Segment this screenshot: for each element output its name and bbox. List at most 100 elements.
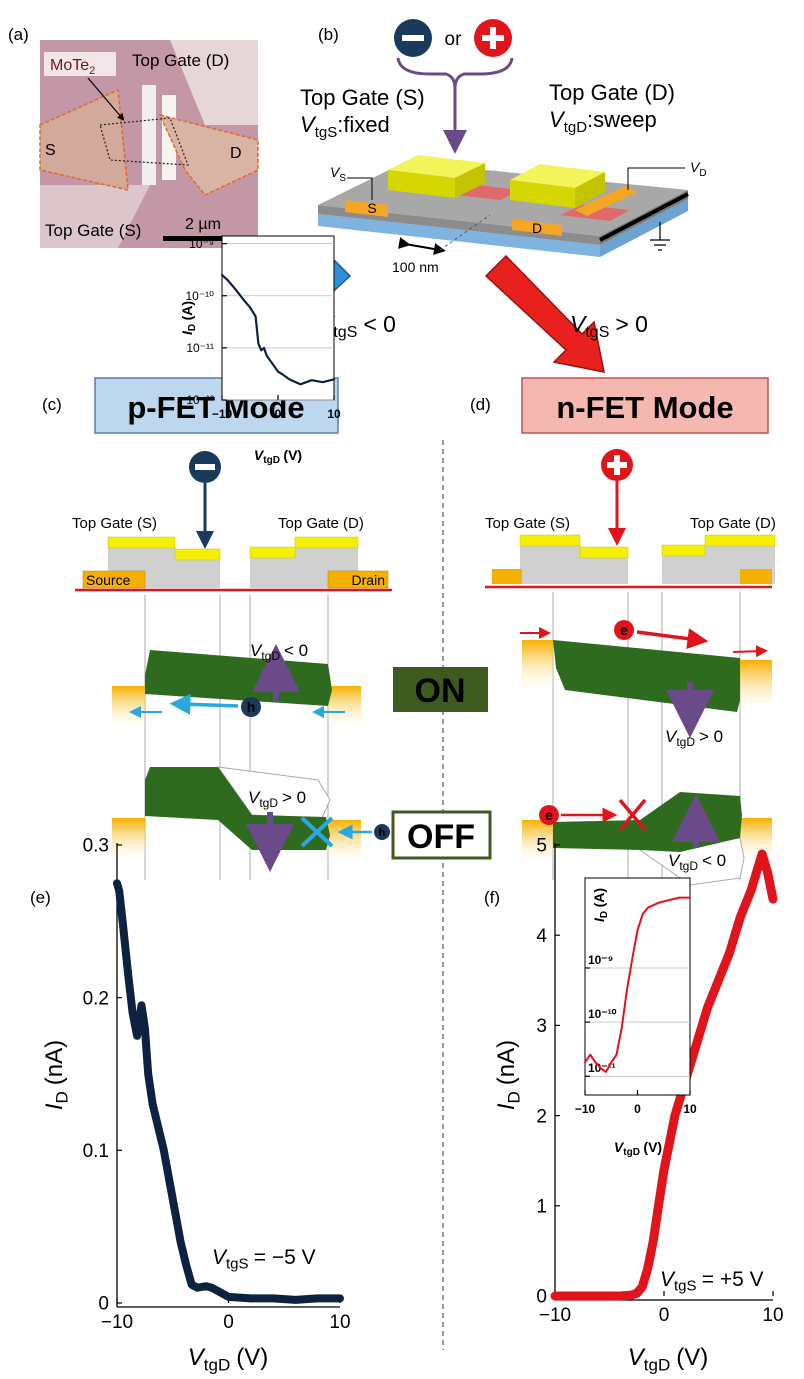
figure-shape: [740, 569, 772, 584]
x-tick-label: 10: [683, 1102, 697, 1116]
panel-label: (d): [470, 395, 491, 414]
figure-shape: [328, 686, 361, 724]
y-axis-label-text: (A): [179, 301, 195, 320]
annotation: VtgS= +5 V: [660, 1268, 764, 1295]
y-axis-label: ID(nA): [41, 1040, 71, 1110]
source-voltage: VS: [330, 164, 346, 184]
text-part: S: [339, 173, 346, 184]
electrode-label: S: [367, 200, 376, 216]
figure-shape: [112, 686, 145, 724]
x-axis-label-subscript: tgD: [204, 1355, 230, 1374]
figure-shape: [486, 256, 604, 372]
electrode-label: Drain: [352, 572, 385, 588]
carrier-label: h: [379, 827, 386, 839]
figure-shape: [402, 35, 424, 41]
figure-shape: [398, 58, 512, 88]
y-tick-label: 0.1: [83, 1141, 109, 1162]
carrier-label: h: [247, 699, 256, 715]
electrode-label: D: [230, 145, 242, 162]
y-axis-label-subscript: D: [187, 324, 198, 331]
panel-label: (c): [42, 395, 62, 414]
text-part: tgD: [676, 735, 695, 749]
mode-title: n-FET Mode: [556, 390, 733, 425]
condition-label: VtgS> 0: [570, 311, 648, 341]
y-axis-label-subscript: D: [52, 1091, 71, 1103]
y-tick-label: 10⁻⁹: [189, 237, 214, 251]
y-tick-label: 10⁻¹⁰: [588, 1007, 617, 1021]
text-part: MoTe: [50, 57, 89, 74]
y-tick-label: 4: [536, 926, 547, 947]
y-axis-label-subscript: D: [599, 911, 610, 918]
y-axis-label: ID(A): [179, 301, 198, 335]
figure-shape: [142, 85, 156, 185]
y-tick-label: 2: [536, 1106, 547, 1127]
text-part: tgD: [679, 859, 698, 873]
text-part: < 0: [702, 851, 726, 870]
text-part: tgS: [585, 324, 609, 341]
x-tick-label: 10: [329, 1312, 350, 1333]
gate-label: Top Gate (D): [549, 80, 675, 105]
figure-shape: [490, 27, 496, 49]
figure-shape: [740, 818, 772, 856]
text-part: > 0: [699, 727, 723, 746]
x-tick-label: −10: [575, 1102, 596, 1116]
annotation-text: = −5 V: [254, 1246, 316, 1269]
panel-label: (f): [484, 888, 500, 907]
x-tick-label: 0: [223, 1312, 234, 1333]
y-axis-label: ID(nA): [493, 1040, 523, 1110]
gate-voltage: VtgS:fixed: [300, 112, 390, 141]
figure-shape: [553, 792, 742, 852]
x-tick-label: 0: [275, 407, 282, 421]
figure-shape: [740, 660, 772, 705]
gate-voltage: VtgD:sweep: [549, 107, 657, 136]
x-tick-label: −10: [212, 407, 233, 421]
figure-shape: [614, 455, 620, 475]
panel-label: (a): [8, 25, 29, 44]
figure-shape: [522, 640, 553, 685]
y-axis-label-text: (nA): [41, 1040, 68, 1085]
text-part: :fixed: [337, 112, 390, 137]
x-tick-label: 0: [659, 1305, 670, 1326]
panel-label: (e): [30, 888, 51, 907]
text-part: tgD: [564, 119, 588, 136]
figure-shape: [733, 651, 762, 652]
electrode-label: S: [45, 142, 56, 159]
state-label: OFF: [407, 818, 475, 856]
x-axis-label-subscript: tgD: [623, 1147, 640, 1158]
y-tick-label: 5: [536, 836, 547, 857]
x-axis-label-text: (V): [236, 1344, 268, 1371]
text-part: tgS: [333, 324, 357, 341]
carrier-label: e: [620, 622, 628, 638]
y-tick-label: 0.2: [83, 988, 109, 1009]
gate-label: Top Gate (S): [300, 85, 425, 110]
text-part: tgD: [261, 649, 280, 663]
bias-label: VtgD< 0: [250, 641, 308, 663]
y-tick-label: 10⁻¹¹: [186, 341, 214, 355]
text-part: > 0: [615, 311, 648, 337]
x-axis-label-subscript: tgD: [263, 455, 280, 466]
text-part: D: [699, 168, 706, 179]
gate-label: Top Gate (D): [278, 515, 364, 532]
gap-label: 100 nm: [392, 259, 439, 275]
gate-label: Top Gate (D): [690, 515, 776, 532]
panel-label: (b): [318, 25, 339, 44]
annotation-text: = +5 V: [702, 1268, 764, 1291]
x-axis-label-text: (V): [643, 1139, 662, 1155]
figure-shape: [553, 640, 740, 712]
x-tick-label: 10: [327, 407, 341, 421]
or-label: or: [445, 29, 463, 50]
y-tick-label: 10⁻⁹: [588, 953, 613, 967]
y-tick-label: 3: [536, 1016, 547, 1037]
plot-frame: [222, 236, 334, 400]
annotation-subscript: tgS: [674, 1278, 697, 1295]
x-tick-label: −10: [101, 1312, 133, 1333]
figure-shape: [195, 464, 215, 470]
text-part: < 0: [363, 311, 396, 337]
state-label: ON: [415, 672, 466, 710]
gate-label: Top Gate (S): [72, 515, 157, 532]
scale-bar-label: 2 µm: [185, 216, 221, 233]
x-axis-label-subscript: tgD: [644, 1355, 670, 1374]
figure-shape: [180, 704, 238, 706]
y-axis-label-text: (A): [591, 888, 607, 907]
electrode-label: D: [532, 220, 542, 236]
